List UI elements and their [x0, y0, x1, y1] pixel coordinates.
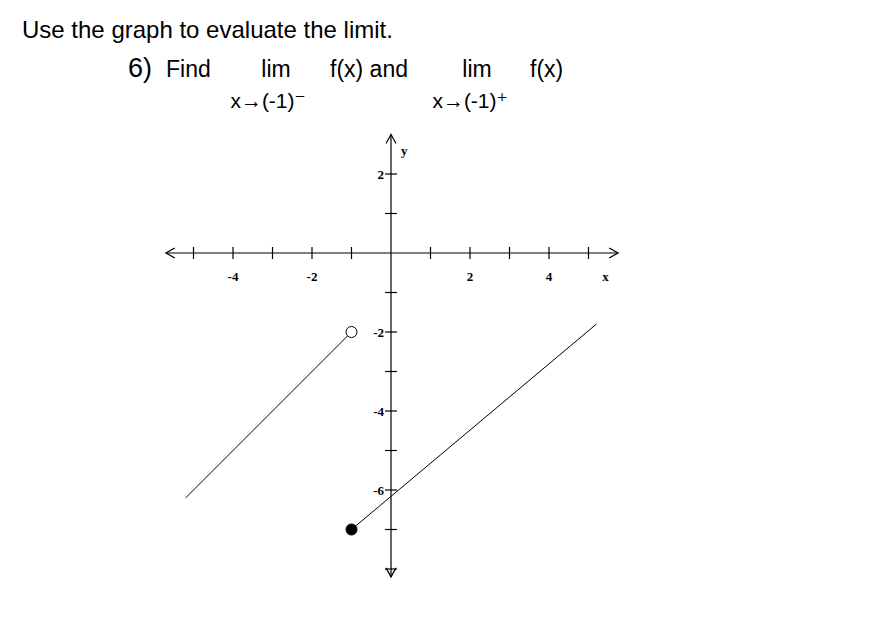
axis-arrow [609, 248, 618, 258]
plot-area [186, 324, 597, 535]
annotation: Find [166, 56, 211, 82]
axis-arrow [386, 135, 396, 144]
function-line [186, 332, 352, 498]
axis-arrow [386, 568, 396, 577]
x-tick [311, 247, 312, 259]
annotation: lim [261, 56, 290, 82]
x-tick [351, 247, 352, 259]
x-tick-label: 4 [546, 269, 553, 284]
annotation: f(x) and [330, 56, 408, 82]
x-tick [588, 247, 589, 259]
y-label: y [401, 143, 408, 158]
x-tick-label: -4 [228, 269, 239, 284]
y-tick [385, 331, 397, 332]
y-tick-label: 2 [378, 167, 385, 182]
open-point [346, 327, 357, 338]
y-tick [385, 568, 397, 569]
y-axis [390, 135, 391, 577]
x-tick [430, 247, 431, 259]
filled-point [346, 524, 357, 535]
y-tick-label: -4 [373, 404, 384, 419]
x-tick-label: 2 [467, 269, 474, 284]
x-tick [469, 247, 470, 259]
y-tick [385, 529, 397, 530]
annotation: x→(-1)⁺ [432, 89, 507, 112]
annotation: 6) [128, 53, 152, 83]
x-tick [193, 247, 194, 259]
annotation: lim [462, 56, 491, 82]
y-tick [385, 213, 397, 214]
y-tick [385, 450, 397, 451]
y-tick-label: -2 [373, 325, 384, 340]
x-label: x [602, 269, 609, 284]
axis-arrow [166, 248, 175, 258]
annotation: x→(-1)⁻ [230, 89, 305, 112]
y-tick [385, 410, 397, 411]
x-tick [272, 247, 273, 259]
title: Use the graph to evaluate the limit. [22, 16, 393, 43]
x-tick-label: -2 [307, 269, 318, 284]
x-tick [548, 247, 549, 259]
y-tick [385, 292, 397, 293]
chart: Use the graph to evaluate the limit. 6) Fi… [0, 0, 884, 624]
x-tick [509, 247, 510, 259]
y-tick [385, 173, 397, 174]
y-tick-label: -6 [373, 483, 384, 498]
x-axis [166, 252, 618, 253]
annotation: f(x) [530, 56, 563, 82]
y-tick [385, 489, 397, 490]
x-tick [232, 247, 233, 259]
y-tick [385, 371, 397, 372]
function-line [352, 324, 597, 529]
